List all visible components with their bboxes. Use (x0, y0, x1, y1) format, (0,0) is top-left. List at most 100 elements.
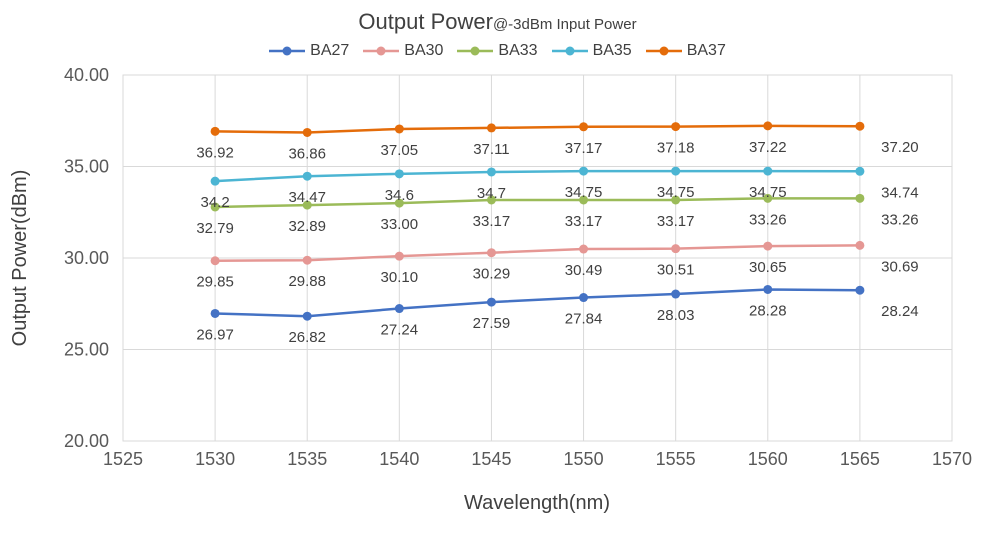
series-marker-BA27 (855, 285, 865, 295)
data-label-BA37: 37.18 (657, 140, 695, 157)
series-line-BA37 (213, 124, 862, 134)
data-label-BA33: 32.79 (196, 220, 234, 237)
data-label-BA33: 33.17 (657, 213, 695, 230)
series-marker-BA33 (486, 195, 496, 205)
legend-marker-icon (269, 46, 306, 56)
series-marker-BA27 (763, 284, 773, 294)
series-marker-BA37 (302, 127, 312, 137)
x-axis-title: Wavelength(nm) (464, 492, 610, 514)
data-label-BA35: 34.2 (201, 194, 230, 211)
x-tick-label: 1540 (379, 449, 419, 469)
series-marker-BA27 (210, 308, 220, 318)
y-tick-label: 30.00 (64, 248, 109, 268)
legend-dot (659, 46, 669, 56)
data-label-BA37: 37.11 (473, 141, 509, 158)
series-marker-BA37 (671, 122, 681, 132)
data-label-BA37: 37.22 (749, 139, 787, 156)
series-marker-BA27 (671, 289, 681, 299)
series-marker-BA33 (763, 193, 773, 203)
x-tick-label: 1530 (195, 449, 235, 469)
legend-marker-icon (363, 46, 400, 56)
data-label-BA37: 37.05 (381, 142, 419, 159)
series-marker-BA37 (486, 123, 496, 133)
legend-marker-icon (645, 46, 682, 56)
data-label-BA30: 30.10 (381, 269, 419, 286)
tick-labels: 1525 1530 1535 1540 1545 1550 1555 1560 1565 1570… (64, 65, 972, 469)
data-label-BA35: 34.75 (657, 184, 695, 201)
data-label-BA30: 29.85 (196, 274, 234, 291)
series-marker-BA35 (671, 166, 681, 176)
legend-dot (376, 46, 386, 56)
data-label-BA35: 34.7 (477, 185, 506, 202)
y-tick-label: 35.00 (64, 157, 109, 177)
data-label-BA33: 32.89 (288, 218, 326, 235)
x-tick-label: 1525 (103, 449, 143, 469)
data-label-BA35: 34.75 (565, 184, 603, 201)
series-marker-BA35 (302, 171, 312, 181)
data-label-BA30: 30.69 (881, 258, 919, 275)
x-tick-label: 1570 (932, 449, 972, 469)
legend-item-BA35: BA35 (551, 42, 632, 60)
plot-border (122, 74, 953, 442)
series-marker-BA37 (579, 122, 589, 132)
legend-label: BA37 (686, 42, 726, 59)
series-marker-BA37 (210, 126, 220, 136)
series-marker-BA30 (486, 248, 496, 258)
series-marker-BA37 (855, 121, 865, 131)
series-marker-BA27 (302, 311, 312, 321)
data-label-BA33: 33.17 (473, 213, 511, 230)
legend-label: BA35 (592, 42, 632, 59)
series-line-BA30 (213, 244, 862, 262)
data-label-BA27: 27.59 (473, 315, 511, 332)
x-tick-label: 1550 (564, 449, 604, 469)
data-label-BA33: 33.26 (749, 211, 787, 228)
series-marker-BA30 (210, 256, 220, 266)
series-marker-BA35 (394, 169, 404, 179)
legend-item-BA33: BA33 (457, 42, 538, 60)
series-marker-BA27 (486, 297, 496, 307)
y-tick-label: 20.00 (64, 431, 109, 451)
chart-title: Output Power@-3dBm Input Power (0, 0, 995, 35)
legend-marker-icon (551, 46, 588, 56)
x-tick-label: 1545 (471, 449, 511, 469)
series-marker-BA35 (579, 166, 589, 176)
data-label-BA37: 37.20 (881, 139, 919, 156)
legend-label: BA27 (310, 42, 350, 59)
series-marker-BA30 (579, 244, 589, 254)
legend-marker-icon (457, 46, 494, 56)
series-marker-BA33 (579, 195, 589, 205)
series-marker-BA33 (855, 193, 865, 203)
data-label-BA35: 34.6 (385, 187, 414, 204)
data-label-BA27: 27.84 (565, 311, 603, 328)
series-marker-BA33 (671, 195, 681, 205)
series-marker-BA37 (763, 121, 773, 131)
data-label-BA30: 30.65 (749, 259, 787, 276)
data-label-BA33: 33.00 (381, 216, 419, 233)
y-axis-title: Output Power(dBm) (9, 170, 31, 347)
series-marker-BA33 (210, 202, 220, 212)
legend-item-BA30: BA30 (363, 42, 443, 60)
data-label-BA27: 28.03 (657, 307, 695, 324)
series-marker-BA35 (763, 166, 773, 176)
series-marker-BA37 (394, 124, 404, 134)
legend-label: BA30 (404, 42, 444, 59)
legend-dot (565, 46, 575, 56)
series-marker-BA30 (855, 240, 865, 250)
data-label-BA37: 36.92 (196, 144, 234, 161)
data-label-BA37: 36.86 (288, 145, 326, 162)
data-label-BA30: 30.49 (565, 262, 603, 279)
gridlines (122, 74, 953, 442)
data-label-BA33: 33.26 (881, 211, 919, 228)
data-label-BA35: 34.74 (881, 184, 919, 201)
series-marker-BA30 (394, 251, 404, 261)
series-marker-BA33 (302, 200, 312, 210)
legend-dot (470, 46, 480, 56)
x-tick-label: 1535 (287, 449, 327, 469)
y-tick-label: 40.00 (64, 65, 109, 85)
plot-area: 26.97 26.82 27.24 27.59 27.84 28.03 28.28 28.24… (9, 65, 972, 514)
series-marker-BA30 (302, 255, 312, 265)
data-label-BA30: 30.51 (657, 262, 695, 279)
data-label-BA30: 29.88 (288, 273, 326, 290)
x-tick-label: 1555 (656, 449, 696, 469)
